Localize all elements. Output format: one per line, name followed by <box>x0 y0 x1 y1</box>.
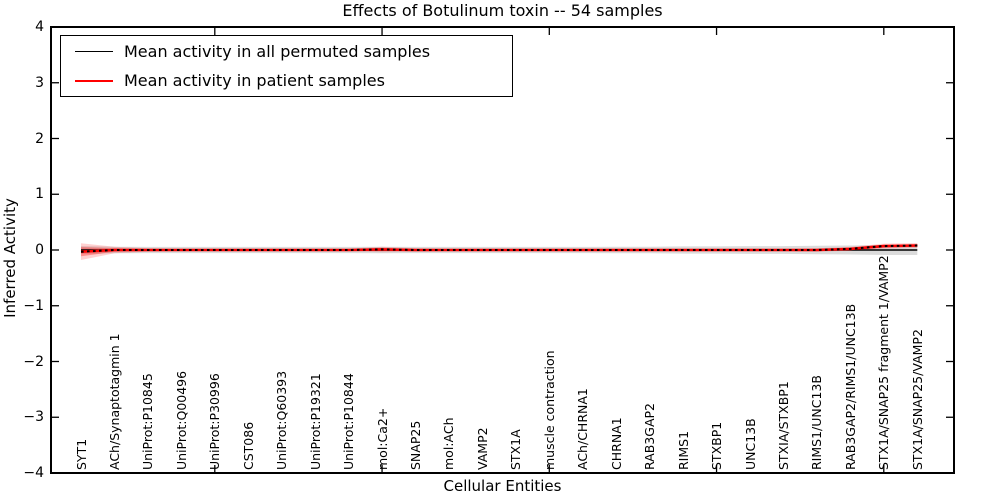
legend-line-black <box>75 51 113 52</box>
legend-item-patient: Mean activity in patient samples <box>61 67 512 94</box>
x-tick-label: mol:Ca2+ <box>374 407 390 470</box>
x-tick-label: VAMP2 <box>474 427 490 470</box>
x-tick-label: ACh/CHRNA1 <box>575 388 591 470</box>
y-tick-label: 3 <box>35 74 44 91</box>
y-tick-label: −2 <box>23 353 44 370</box>
plot-canvas <box>50 26 955 474</box>
x-tick-label: ACh/Synaptotagmin 1 <box>106 333 122 470</box>
x-tick-label: UniProt:Q00496 <box>173 370 189 470</box>
y-tick-label: 4 <box>35 19 44 35</box>
x-tick-label: RAB3GAP2 <box>642 403 658 470</box>
x-tick-label: STX1A <box>508 429 524 470</box>
legend-item-permuted: Mean activity in all permuted samples <box>61 38 512 65</box>
legend: Mean activity in all permuted samples Me… <box>60 35 513 97</box>
y-tick-label: −4 <box>23 465 44 481</box>
y-tick-label: 2 <box>35 130 44 147</box>
y-tick-label: 1 <box>35 186 44 203</box>
x-tick-label: UniProt:P10845 <box>140 373 156 470</box>
x-tick-label: SNAP25 <box>408 420 423 470</box>
x-tick-label: UniProt:P19321 <box>307 373 323 470</box>
x-tick-label: SYT1 <box>73 438 89 470</box>
y-tick-label: −1 <box>23 297 44 314</box>
x-tick-label: UniProt:P10844 <box>341 373 357 470</box>
y-tick-label: 0 <box>35 242 44 258</box>
x-tick-label: muscle contraction <box>541 350 557 470</box>
x-tick-label: UNC13B <box>742 418 758 470</box>
legend-line-red <box>75 79 113 82</box>
axes-frame <box>50 26 955 474</box>
x-axis-label: Cellular Entities <box>443 477 562 495</box>
x-tick-label: STX1A/SNAP25/VAMP2 <box>909 329 925 470</box>
permuted-marker-dashes <box>80 244 918 253</box>
x-tick-label: mol:ACh <box>441 417 457 471</box>
chart-title: Effects of Botulinum toxin -- 54 samples <box>342 1 663 20</box>
x-tick-label: STXIA/STXBP1 <box>775 381 791 470</box>
x-tick-label: CST086 <box>240 421 256 470</box>
x-tick-label: STX1A/SNAP25 fragment 1/VAMP2 <box>876 255 892 470</box>
x-tick-label: RIMS1/UNC13B <box>809 375 825 470</box>
x-tick-label: UniProt:P30996 <box>207 373 223 470</box>
legend-label-patient: Mean activity in patient samples <box>124 71 385 90</box>
y-tick-label: −3 <box>23 409 44 426</box>
x-tick-label: CHRNA1 <box>608 417 624 470</box>
x-tick-label: STXBP1 <box>709 421 725 470</box>
legend-label-permuted: Mean activity in all permuted samples <box>124 42 431 61</box>
x-tick-label: RAB3GAP2/RIMS1/UNC13B <box>842 303 858 470</box>
x-tick-label: UniProt:Q60393 <box>274 370 290 470</box>
x-tick-label: RIMS1 <box>675 430 691 470</box>
